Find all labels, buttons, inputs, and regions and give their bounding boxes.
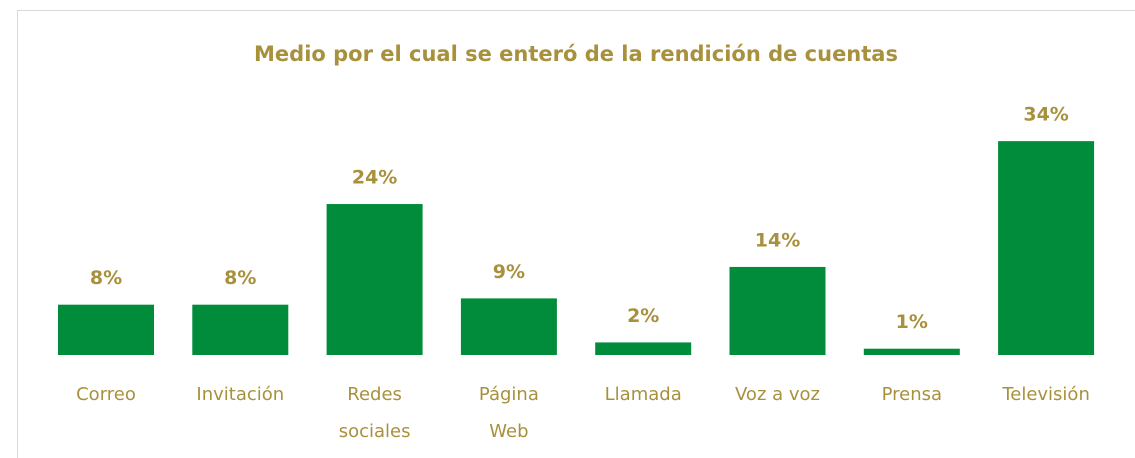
bar	[863, 348, 960, 355]
x-tick-label: Prensa	[882, 384, 942, 405]
value-label: 34%	[1023, 104, 1068, 126]
x-tick-label: Voz a voz	[735, 384, 820, 405]
value-label: 9%	[493, 261, 525, 283]
x-tick-label: Invitación	[196, 384, 284, 405]
value-label: 14%	[755, 229, 800, 251]
bar	[326, 204, 423, 355]
bar	[998, 141, 1095, 355]
x-tick-label: Televisión	[1001, 384, 1090, 405]
bar	[192, 304, 289, 355]
x-tick-label: Redes sociales	[339, 384, 411, 442]
value-label: 24%	[352, 167, 397, 189]
chart-frame	[17, 10, 1135, 458]
bar	[595, 342, 692, 355]
value-label: 8%	[90, 267, 122, 289]
chart-title: Medio por el cual se enteró de la rendic…	[254, 42, 898, 66]
x-tick-label: Correo	[76, 384, 136, 405]
x-tick-label: Página Web	[479, 384, 539, 442]
x-tick-label: Llamada	[605, 384, 682, 405]
bar	[729, 266, 826, 355]
value-label: 8%	[224, 267, 256, 289]
value-label: 2%	[627, 305, 659, 327]
value-label: 1%	[896, 311, 928, 333]
bar	[58, 304, 154, 355]
bar	[460, 298, 557, 355]
